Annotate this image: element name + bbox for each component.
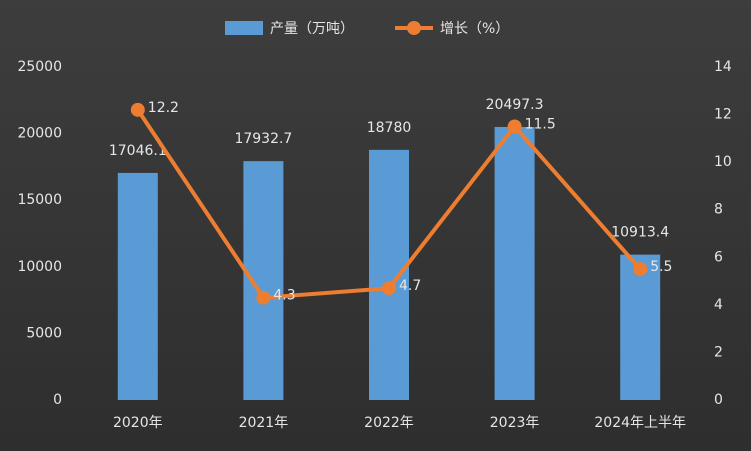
y-tick-label: 0 <box>53 392 62 408</box>
bar <box>494 126 535 401</box>
y2-tick-label: 0 <box>714 392 723 408</box>
line-marker <box>633 262 648 277</box>
y-tick-label: 10000 <box>17 259 62 275</box>
y-tick-label: 20000 <box>17 126 62 142</box>
bar-value-label: 18780 <box>367 120 412 136</box>
y2-tick-label: 2 <box>714 344 723 360</box>
bar <box>117 172 158 400</box>
y-tick-label: 15000 <box>17 192 62 208</box>
line-marker <box>382 281 396 296</box>
x-tick-label: 2021年 <box>239 415 289 431</box>
line-marker <box>130 102 145 117</box>
y2-tick-label: 14 <box>714 59 732 75</box>
bar <box>243 161 284 400</box>
bar-value-label: 20497.3 <box>486 97 544 113</box>
line-marker <box>507 119 522 134</box>
legend-label: 增长（%） <box>440 21 509 37</box>
y2-tick-label: 8 <box>714 202 723 218</box>
y2-tick-label: 4 <box>714 297 723 313</box>
y2-tick-label: 6 <box>714 249 723 265</box>
legend-swatch <box>407 21 421 35</box>
x-tick-label: 2020年 <box>113 415 163 431</box>
line-value-label: 4.7 <box>399 278 421 294</box>
y2-tick-label: 10 <box>714 154 732 170</box>
line-value-label: 12.2 <box>148 100 179 116</box>
y-tick-label: 5000 <box>26 325 62 341</box>
line-value-label: 11.5 <box>525 116 556 132</box>
x-tick-label: 2023年 <box>490 415 540 431</box>
x-tick-label: 2022年 <box>364 415 414 431</box>
legend-label: 产量（万吨） <box>270 21 354 37</box>
line-marker <box>256 290 271 305</box>
bar-value-label: 10913.4 <box>611 225 669 241</box>
y2-tick-label: 12 <box>714 107 732 123</box>
bar-value-label: 17046.1 <box>109 143 167 159</box>
bar <box>369 149 409 400</box>
bar <box>620 254 661 400</box>
bar-value-label: 17932.7 <box>234 131 292 147</box>
x-tick-label: 2024年上半年 <box>594 415 686 431</box>
line-value-label: 5.5 <box>650 259 672 275</box>
line-value-label: 4.3 <box>273 288 295 304</box>
legend-swatch <box>225 21 263 35</box>
y-tick-label: 25000 <box>17 59 62 75</box>
